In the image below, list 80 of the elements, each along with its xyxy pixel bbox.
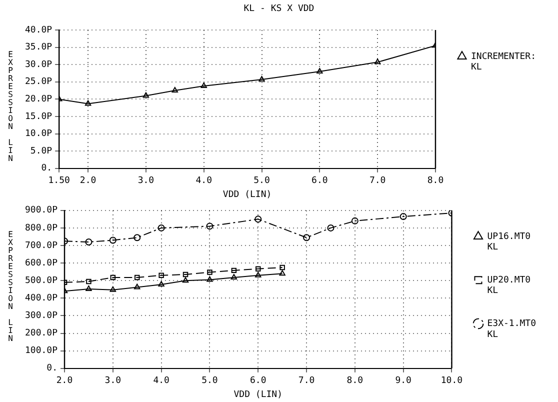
point [86,278,92,284]
point [255,272,262,278]
point [85,238,92,246]
point [258,76,265,82]
point [142,92,150,98]
y-tick-label: 20.0P [25,94,53,105]
point [230,274,238,280]
legend-label: UP20.MT0 KL [487,275,531,296]
point [182,277,189,283]
x-axis-title: VDD (LIN) [222,190,272,200]
y-tick-label: 15.0P [25,112,53,122]
point [400,213,407,220]
y-axis-title: EXPRESSION LIN [6,50,15,162]
point [351,217,358,224]
x-tick-label: 4.0 [196,176,212,186]
x-tick-label: 1.50 [48,176,70,186]
x-tick-label: 8.0 [346,376,364,386]
y-tick-label: 200.0P [24,328,58,339]
point [327,224,334,232]
x-tick-label: 2.0 [56,376,73,386]
point [374,58,381,64]
point [158,280,164,286]
y-tick-label: 600.0P [24,258,58,268]
y-tick-label: 0. [41,164,52,174]
y-tick-label: 10.0P [25,129,53,140]
point [110,286,116,292]
point [109,236,116,244]
point [110,274,116,280]
point [231,268,237,274]
y-tick-label: 400.0P [24,294,58,304]
x-tick-label: 8.0 [427,176,444,186]
x-tick-label: 10.0 [440,376,463,386]
x-axis-title: VDD (LIN) [234,390,283,400]
x-tick-label: 2.0 [80,176,96,186]
point [134,234,141,242]
point [182,272,188,278]
point [206,276,213,282]
point [256,266,261,272]
x-tick-label: 9.0 [395,376,412,386]
point [158,272,164,278]
x-tick-label: 3.0 [104,376,122,386]
y-tick-label: 900.0P [24,206,58,216]
point [172,87,178,93]
x-tick-label: 7.0 [369,176,386,186]
point [200,82,207,88]
y-axis-title: EXPRESSION LIN [6,230,15,342]
y-tick-label: 500.0P [24,276,58,286]
point [158,224,165,232]
y-tick-label: 300.0P [24,311,58,322]
y-tick-label: 40.0P [25,25,53,36]
x-tick-label: 6.0 [312,176,328,186]
point [134,274,140,280]
y-tick-label: 30.0P [25,60,53,70]
y-tick-label: 5.0P [30,146,53,156]
x-tick-label: 5.0 [202,376,218,386]
y-tick-label: 700.0P [24,240,58,251]
y-tick-label: 0. [46,364,58,374]
point [279,270,286,276]
x-tick-label: 6.0 [250,376,266,386]
point [84,100,92,106]
x-tick-label: 4.0 [153,376,170,386]
y-tick-label: 25.0P [25,77,53,88]
legend-label: INCREMENTER: KL [470,52,536,73]
point [254,216,262,223]
point [206,222,214,230]
y-tick-label: 800.0P [24,223,58,234]
point [303,234,310,242]
point [280,264,285,270]
y-tick-label: 100.0P [24,346,58,356]
point [207,270,212,275]
point [86,286,92,292]
chart-title: KL - KS X VDD [242,4,316,14]
point [134,284,140,290]
y-tick-label: 35.0P [25,42,53,53]
legend-label: E3X-1.MT0 KL [487,319,536,340]
x-tick-label: 7.0 [298,376,315,386]
point [316,68,323,74]
legend-label: UP16.MT0 KL [487,232,531,253]
x-tick-label: 3.0 [138,176,154,186]
x-tick-label: 5.0 [254,176,270,186]
